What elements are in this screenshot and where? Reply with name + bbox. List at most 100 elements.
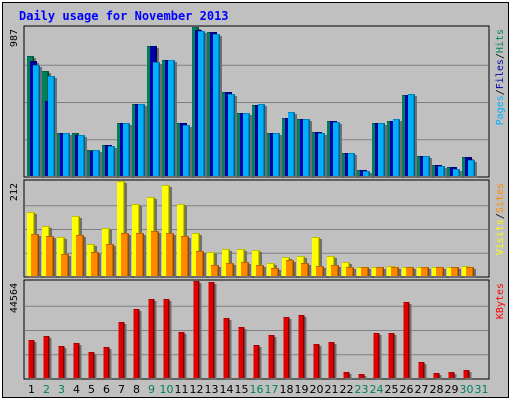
bar-kbytes-15: [238, 327, 247, 380]
x-tick-label: 28: [430, 383, 444, 396]
bar-sites-6: [106, 244, 116, 278]
bar-pages-11: [183, 125, 192, 178]
bar-kbytes-8: [133, 309, 142, 380]
bar-sites-29: [451, 267, 461, 278]
bar-kbytes-10: [163, 299, 172, 380]
bar-kbytes-28: [433, 373, 442, 380]
bar-sites-13: [211, 265, 221, 278]
bar-sites-1: [31, 234, 41, 278]
bar-pages-19: [303, 119, 312, 178]
bar-sites-15: [241, 262, 251, 278]
legend-item-top-1: /: [495, 89, 506, 95]
bar-pages-8: [138, 104, 147, 178]
legend-mid: Visits/Sites: [495, 183, 506, 255]
x-tick-label: 10: [160, 383, 174, 396]
x-tick-label: 14: [220, 383, 234, 396]
bar-sites-3: [61, 254, 71, 278]
x-tick-label: 5: [88, 383, 95, 396]
x-tick-label: 26: [400, 383, 414, 396]
bar-kbytes-30: [463, 370, 472, 380]
bar-sites-26: [406, 267, 416, 278]
x-tick-label: 22: [340, 383, 354, 396]
bar-kbytes-23: [358, 374, 367, 380]
bar-pages-30: [468, 160, 477, 178]
x-tick-label: 21: [325, 383, 339, 396]
bar-pages-18: [288, 112, 297, 178]
legend-item-top-3: /: [495, 53, 506, 59]
bar-sites-27: [421, 267, 431, 278]
bar-sites-21: [331, 265, 341, 278]
chart-title: Daily usage for November 2013: [19, 9, 229, 23]
bar-kbytes-5: [88, 352, 97, 380]
bar-sites-24: [376, 267, 386, 278]
x-tick-label: 24: [370, 383, 384, 396]
bar-pages-23: [363, 171, 372, 178]
bar-visits-7: [117, 181, 127, 278]
bar-kbytes-20: [313, 344, 322, 380]
bar-pages-16: [258, 104, 267, 178]
bar-kbytes-3: [58, 346, 67, 380]
x-tick-labels: 1 2 3 4 5 6 7 8 9 10 11 12 13 14 15 16 17 18 19 20 21 22 23 24 2…: [28, 383, 489, 396]
bar-pages-7: [123, 123, 132, 178]
panel-bot: 44564 KBytes: [9, 279, 506, 380]
bar-pages-6: [108, 146, 117, 178]
bar-kbytes-11: [178, 332, 187, 380]
bar-sites-12: [196, 251, 206, 278]
x-tick-label: 23: [355, 383, 369, 396]
bar-kbytes-13: [208, 282, 217, 380]
bar-pages-10: [168, 60, 177, 178]
bar-pages-5: [93, 150, 102, 178]
x-tick-label: 15: [235, 383, 249, 396]
bar-kbytes-1: [28, 340, 37, 380]
x-tick-label: 3: [58, 383, 65, 396]
bar-sites-8: [136, 233, 146, 278]
bar-sites-14: [226, 263, 236, 278]
bar-sites-5: [91, 252, 101, 278]
x-tick-label: 19: [295, 383, 309, 396]
bar-sites-11: [181, 236, 191, 278]
bar-pages-4: [78, 135, 87, 178]
x-tick-label: 6: [103, 383, 110, 396]
bar-visits-20: [312, 237, 322, 278]
x-tick-label: 7: [118, 383, 125, 396]
bar-sites-30: [466, 267, 476, 278]
bar-pages-28: [438, 166, 447, 178]
bar-kbytes-19: [298, 315, 307, 380]
x-tick-label: 20: [310, 383, 324, 396]
bar-pages-9: [153, 62, 162, 178]
bar-pages-15: [243, 113, 252, 178]
bar-pages-12: [198, 31, 207, 178]
x-tick-label: 12: [190, 383, 204, 396]
legend-item-top-2: Files: [495, 59, 506, 89]
bar-pages-27: [423, 156, 432, 178]
x-tick-label: 2: [43, 383, 50, 396]
bar-sites-23: [361, 267, 371, 278]
legend-item-bot-0: KBytes: [495, 283, 506, 319]
bar-kbytes-16: [253, 345, 262, 380]
bar-kbytes-24: [373, 333, 382, 380]
bar-kbytes-12: [193, 281, 202, 380]
legend-bot: KBytes: [495, 283, 506, 319]
bar-kbytes-4: [73, 343, 82, 380]
y-max-label-top: 987: [9, 29, 20, 47]
bar-pages-29: [453, 169, 462, 178]
bar-kbytes-22: [343, 372, 352, 380]
panels: 987 Pages/Files/Hits 212 Visits/Sites 44564 K…: [9, 25, 506, 380]
bar-pages-20: [318, 133, 327, 178]
bar-kbytes-9: [148, 299, 157, 380]
bar-kbytes-29: [448, 372, 457, 380]
panel-mid: 212 Visits/Sites: [9, 179, 506, 278]
x-tick-label: 31: [475, 383, 489, 396]
bar-sites-10: [166, 233, 176, 278]
x-tick-label: 25: [385, 383, 399, 396]
bar-sites-17: [271, 268, 281, 278]
bar-sites-9: [151, 231, 161, 278]
bar-pages-22: [348, 153, 357, 178]
bar-sites-16: [256, 265, 266, 278]
panel-top: 987 Pages/Files/Hits: [9, 25, 506, 178]
legend-item-mid-1: /: [495, 213, 506, 219]
y-max-label-mid: 212: [9, 183, 20, 201]
x-tick-label: 29: [445, 383, 459, 396]
legend-top: Pages/Files/Hits: [495, 29, 506, 125]
bar-visits-10: [162, 185, 172, 278]
